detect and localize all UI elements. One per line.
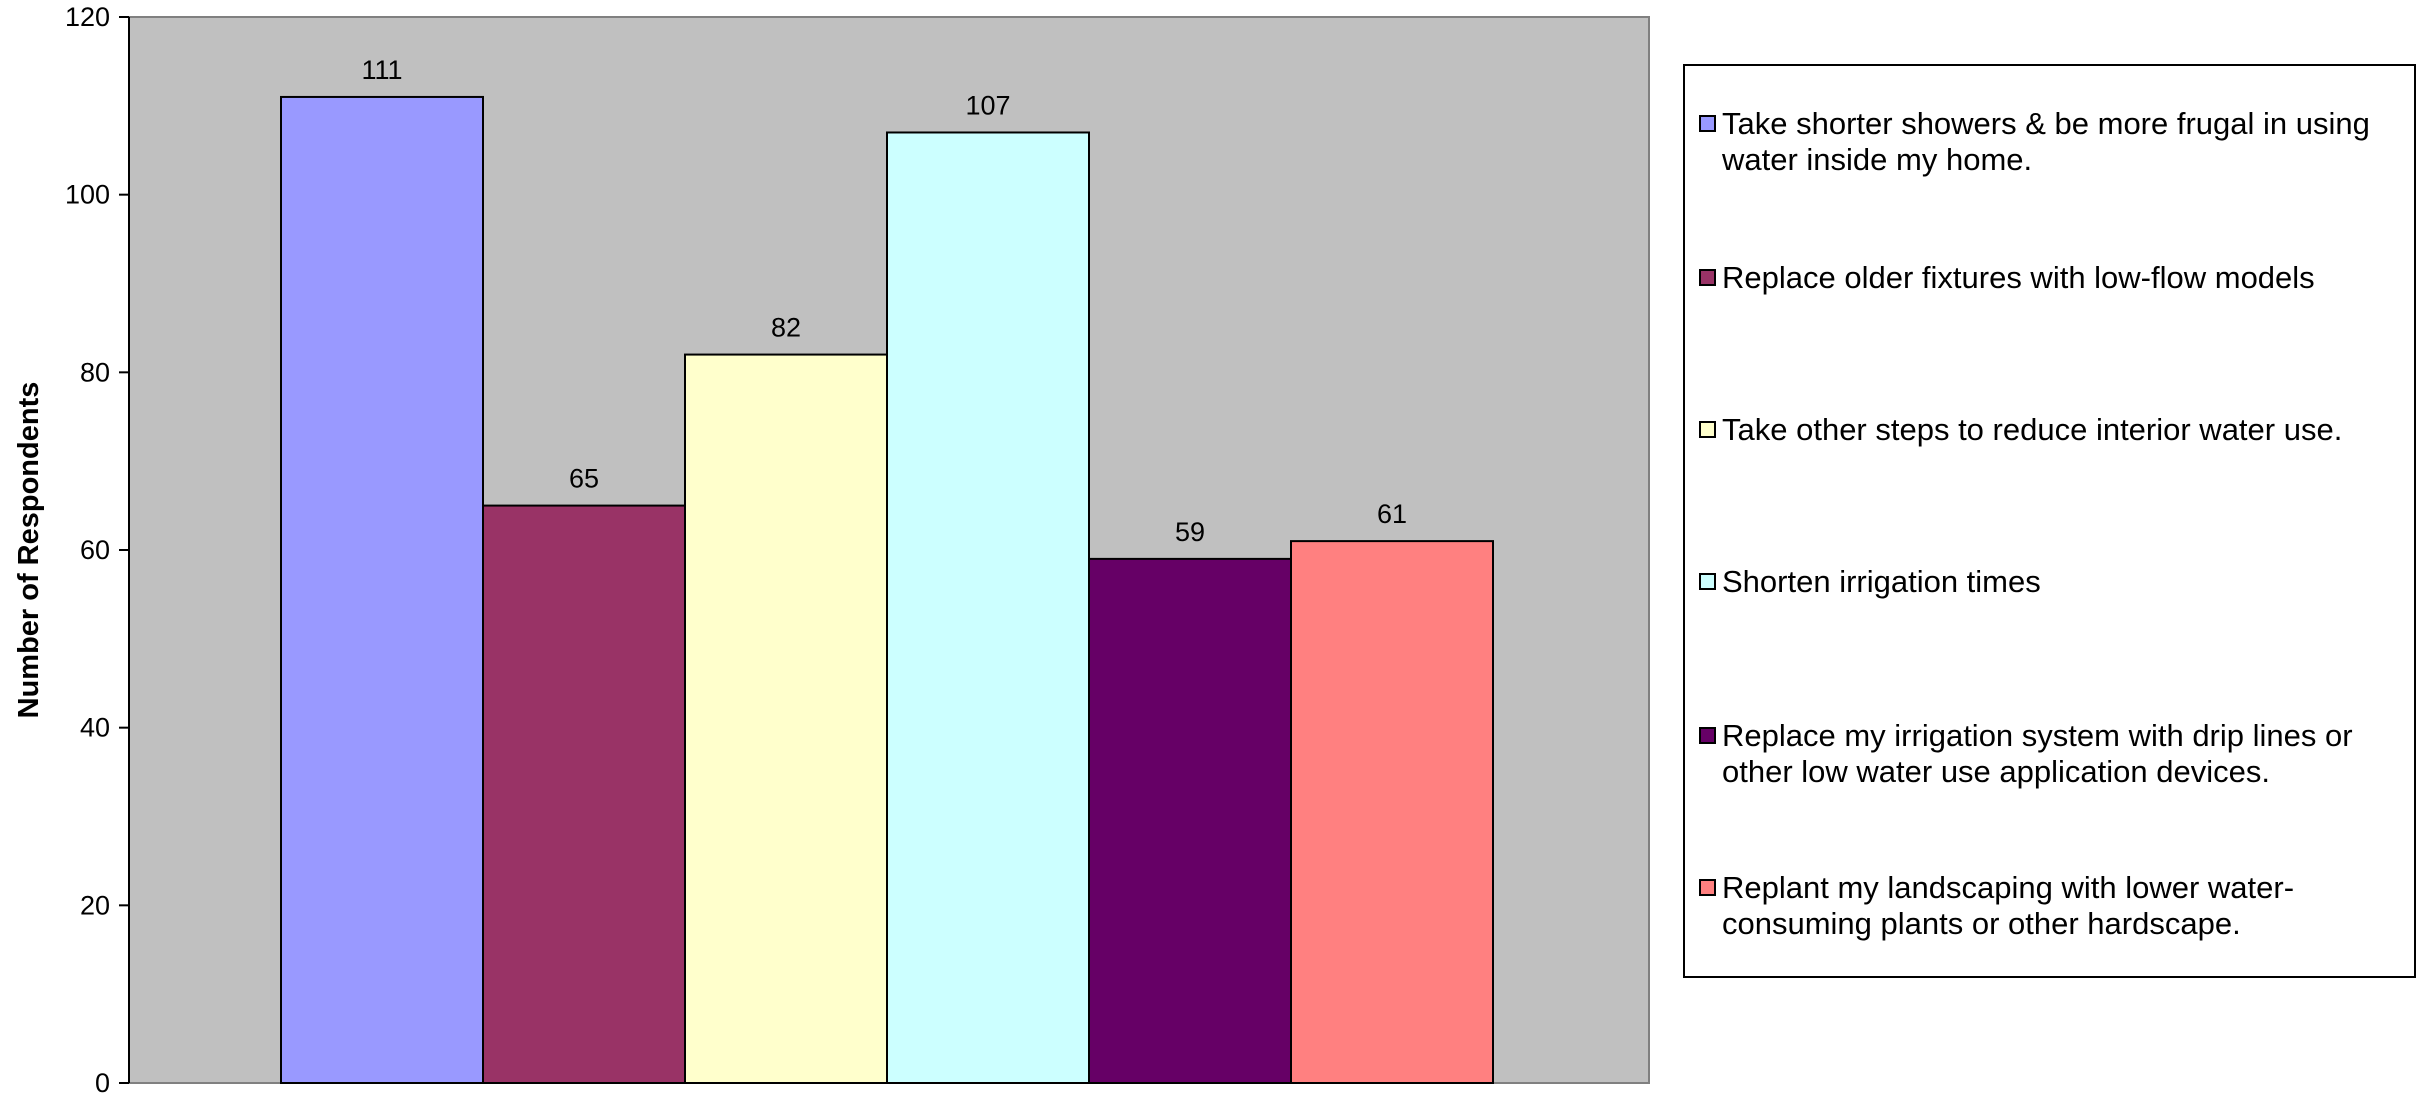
legend-label: Take other steps to reduce interior wate…	[1722, 412, 2343, 447]
legend-item: Take other steps to reduce interior wate…	[1699, 412, 2399, 448]
bar	[1088, 557, 1292, 1084]
y-axis: 0 20 40 60 80 100 120	[65, 2, 130, 1098]
data-labels: 111 65 82 107 59 61	[361, 55, 1407, 547]
bar-value-label: 65	[569, 464, 599, 494]
legend-label: Replant my landscaping with lower water-…	[1722, 870, 2295, 941]
legend-swatch	[1699, 879, 1716, 896]
bar-value-label: 82	[771, 313, 801, 343]
legend-item: Take shorter showers & be more frugal in…	[1699, 106, 2399, 178]
y-tick-label: 100	[65, 180, 110, 210]
bar-value-label: 61	[1377, 499, 1407, 529]
y-axis-title: Number of Respondents	[13, 382, 45, 719]
y-tick-label: 40	[80, 713, 110, 743]
bar-value-label: 107	[965, 90, 1010, 120]
bar	[684, 353, 888, 1085]
legend-item: Replace my irrigation system with drip l…	[1699, 718, 2399, 790]
bar-value-label: 59	[1175, 517, 1205, 547]
legend-swatch	[1699, 421, 1716, 438]
bar	[1290, 540, 1494, 1084]
y-tick-label: 60	[80, 535, 110, 565]
legend-swatch	[1699, 269, 1716, 286]
bar-value-label: 111	[361, 55, 402, 85]
bars	[280, 95, 1494, 1085]
bar	[886, 131, 1090, 1084]
y-tick-label: 120	[65, 2, 110, 32]
legend-item: Replace older fixtures with low-flow mod…	[1699, 260, 2399, 296]
legend: Take shorter showers & be more frugal in…	[1683, 64, 2416, 978]
y-tick-label: 0	[95, 1068, 110, 1098]
legend-item: Replant my landscaping with lower water-…	[1699, 870, 2399, 942]
legend-swatch	[1699, 115, 1716, 132]
legend-swatch	[1699, 727, 1716, 744]
legend-label: Take shorter showers & be more frugal in…	[1722, 106, 2370, 177]
legend-swatch	[1699, 573, 1716, 590]
legend-label: Shorten irrigation times	[1722, 564, 2041, 599]
y-tick-label: 80	[80, 357, 110, 387]
legend-item: Shorten irrigation times	[1699, 564, 2399, 600]
y-tick-label: 20	[80, 890, 110, 920]
legend-label: Replace my irrigation system with drip l…	[1722, 718, 2353, 789]
legend-label: Replace older fixtures with low-flow mod…	[1722, 260, 2315, 295]
bar	[482, 504, 686, 1085]
bar	[280, 95, 484, 1084]
